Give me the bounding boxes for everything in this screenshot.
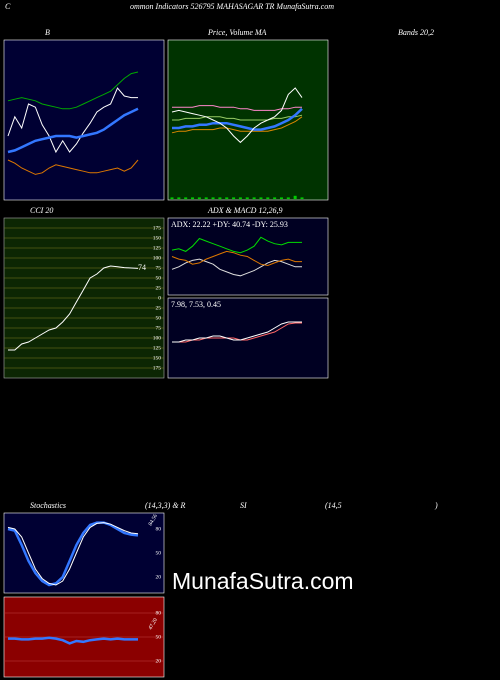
volume-bar	[211, 197, 215, 199]
volume-bar	[286, 197, 290, 199]
volume-bar	[184, 197, 188, 199]
label: )	[434, 501, 438, 510]
series-line	[172, 107, 303, 131]
series-line	[7, 87, 138, 154]
y-tick-label: 80	[156, 610, 162, 616]
volume-bar	[279, 197, 283, 199]
series-line	[172, 321, 302, 343]
y-tick-label: 100	[153, 335, 162, 341]
y-tick-label: 50	[156, 550, 162, 556]
label: Price, Volume MA	[207, 28, 267, 37]
volume-bar	[197, 197, 201, 199]
panel	[3, 512, 165, 594]
volume-bar	[238, 197, 242, 199]
label: Bands 20,2	[398, 28, 434, 37]
volume-bar	[259, 197, 263, 199]
y-tick-label: 80	[156, 526, 162, 532]
label: (14,3,3) & R	[145, 501, 186, 510]
label: CCI 20	[30, 206, 53, 215]
y-tick-label: 50	[156, 275, 162, 281]
volume-bar	[273, 197, 277, 199]
value-label: 84.56	[148, 513, 160, 527]
series-line	[7, 159, 139, 175]
series-line	[171, 87, 303, 144]
volume-bar	[191, 197, 195, 199]
volume-bar	[177, 197, 181, 199]
label: B	[45, 28, 50, 37]
volume-bar	[300, 197, 304, 199]
y-tick-label: 50	[156, 634, 162, 640]
value-label: 74	[138, 263, 146, 272]
y-tick-label: 150	[153, 355, 162, 361]
watermark: MunafaSutra.com	[172, 568, 354, 594]
y-tick-label: 0	[158, 295, 161, 301]
volume-bar	[245, 197, 249, 199]
annotation: ADX: 22.22 +DY: 40.74 -DY: 25.93	[171, 220, 288, 229]
y-tick-label: 175	[153, 365, 162, 371]
label: ommon Indicators 526795 MAHASAGAR TR Mun…	[130, 2, 334, 11]
value-label: 47.20	[148, 617, 160, 631]
y-tick-label: 25	[156, 305, 162, 311]
panel	[3, 39, 165, 201]
series-line	[171, 258, 302, 277]
volume-bar	[266, 197, 270, 199]
y-tick-label: 75	[156, 325, 162, 331]
y-tick-label: 150	[153, 235, 162, 241]
volume-bar	[218, 197, 222, 199]
label: Stochastics	[30, 501, 66, 510]
label: (14,5	[325, 501, 342, 510]
y-tick-label: 20	[156, 658, 162, 664]
series-line	[172, 114, 303, 121]
y-tick-label: 25	[156, 285, 162, 291]
series-line	[7, 522, 139, 586]
volume-bar	[170, 197, 174, 199]
series-line	[171, 236, 302, 254]
volume-bar	[293, 195, 297, 199]
volume-bar	[252, 197, 256, 199]
y-tick-label: 125	[153, 245, 162, 251]
label: ADX & MACD 12,26,9	[207, 206, 282, 215]
label: C	[5, 2, 11, 11]
y-tick-label: 175	[153, 225, 162, 231]
series-line	[171, 116, 303, 134]
volume-bar	[225, 197, 229, 199]
series-line	[172, 105, 302, 111]
volume-bar	[204, 197, 208, 199]
series-line	[8, 636, 138, 645]
y-tick-label: 100	[153, 255, 162, 261]
y-tick-label: 20	[156, 574, 162, 580]
volume-bar	[232, 197, 236, 199]
series-line	[7, 71, 139, 110]
series-line	[8, 265, 139, 351]
annotation: 7.98, 7.53, 0.45	[171, 300, 221, 309]
y-tick-label: 125	[153, 345, 162, 351]
y-tick-label: 50	[156, 315, 162, 321]
series-line	[7, 521, 139, 587]
label: SI	[240, 501, 247, 510]
y-tick-label: 75	[156, 265, 162, 271]
series-line	[171, 250, 302, 267]
series-line	[7, 107, 139, 154]
